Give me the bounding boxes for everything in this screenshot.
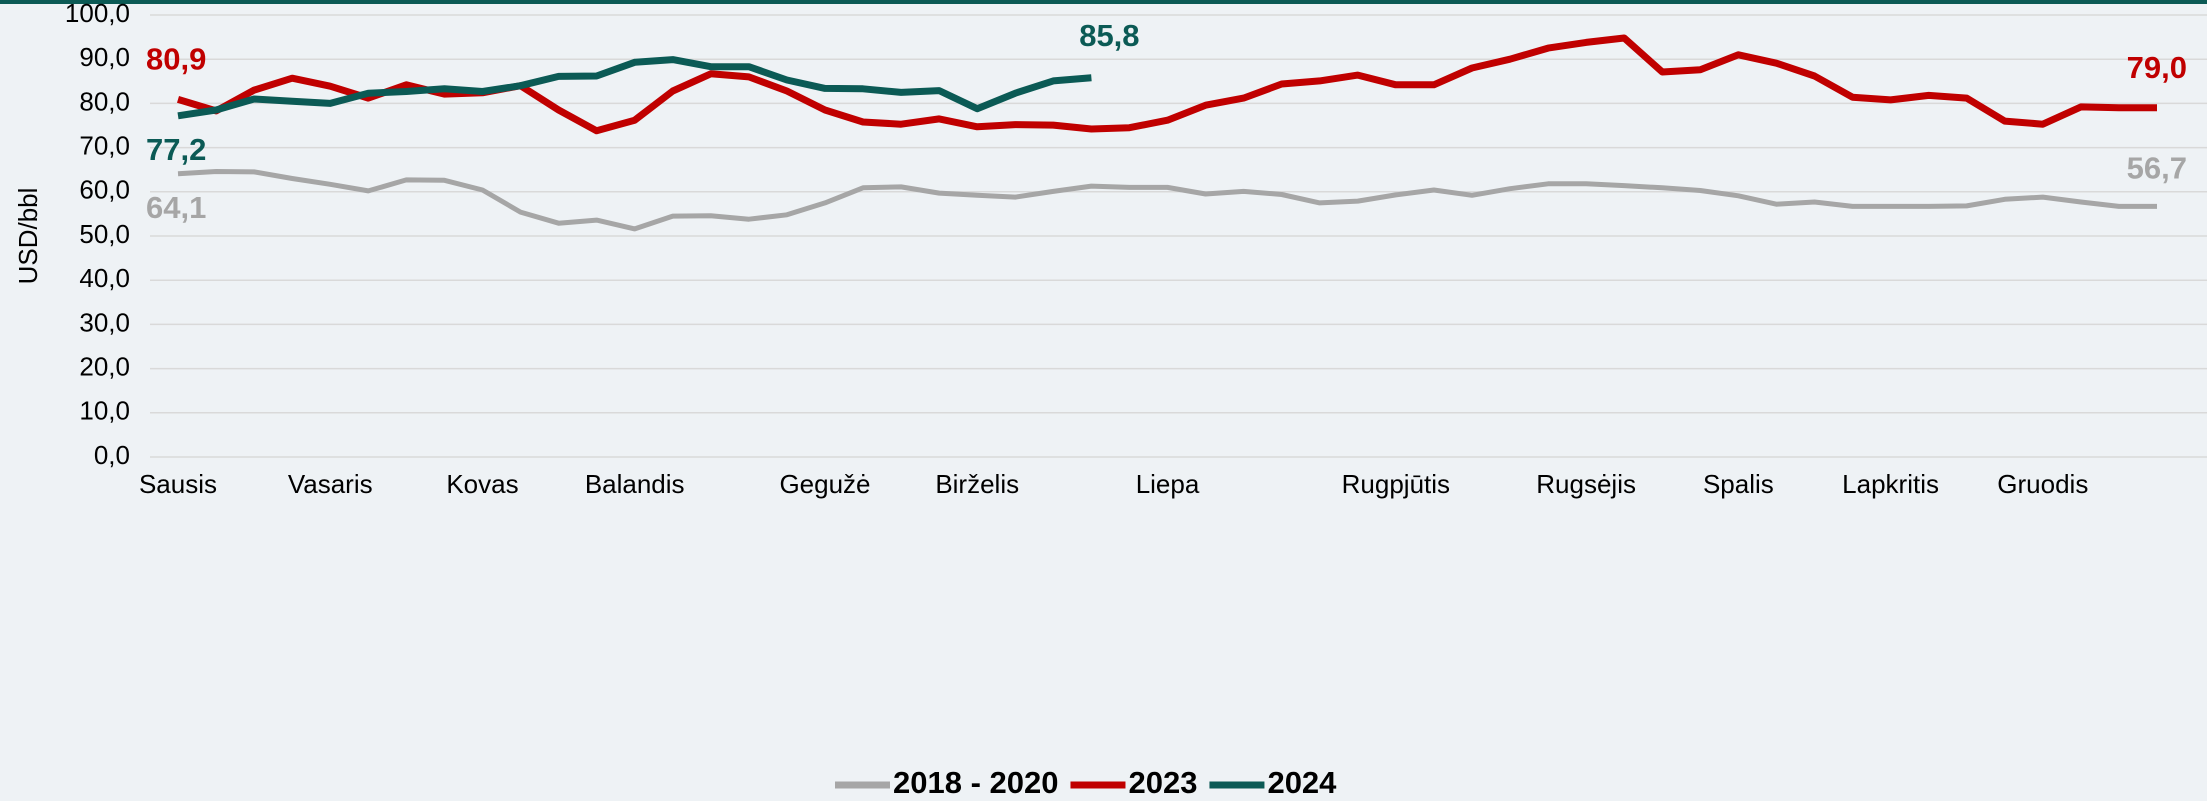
- legend-label: 2023: [1128, 765, 1197, 800]
- x-tick-label: Rugpjūtis: [1342, 469, 1450, 499]
- y-tick-label: 60,0: [79, 175, 130, 205]
- y-tick-label: 70,0: [79, 130, 130, 160]
- top-border: [0, 0, 2207, 4]
- data-label: 80,9: [146, 42, 206, 77]
- data-label: 79,0: [2127, 50, 2187, 85]
- data-label: 64,1: [146, 190, 206, 225]
- y-tick-label: 10,0: [79, 396, 130, 426]
- series-line: [177, 169, 2157, 232]
- x-tick-label: Gruodis: [1997, 469, 2088, 499]
- data-label: 77,2: [146, 132, 206, 167]
- y-tick-label: 80,0: [79, 86, 130, 116]
- series-line: [177, 56, 1092, 120]
- legend-label: 2024: [1267, 765, 1337, 800]
- x-tick-label: Birželis: [935, 469, 1019, 499]
- series-line: [176, 34, 2157, 135]
- y-tick-label: 30,0: [79, 307, 130, 337]
- x-tick-label: Lapkritis: [1842, 469, 1939, 499]
- y-tick-label: 90,0: [79, 42, 130, 72]
- y-tick-label: 0,0: [94, 440, 130, 470]
- x-tick-label: Kovas: [446, 469, 518, 499]
- y-tick-label: 40,0: [79, 263, 130, 293]
- x-tick-label: Balandis: [585, 469, 685, 499]
- y-axis-title: USD/bbl: [13, 188, 43, 285]
- y-tick-label: 20,0: [79, 351, 130, 381]
- y-tick-label: 100,0: [65, 0, 130, 28]
- x-tick-label: Liepa: [1136, 469, 1200, 499]
- data-label: 56,7: [2127, 151, 2187, 186]
- data-label: 85,8: [1079, 18, 1139, 53]
- y-tick-label: 50,0: [79, 219, 130, 249]
- x-tick-label: Rugsėjis: [1536, 469, 1636, 499]
- legend-label: 2018 - 2020: [893, 765, 1058, 800]
- x-tick-label: Spalis: [1703, 469, 1774, 499]
- x-tick-label: Gegužė: [779, 469, 870, 499]
- x-tick-label: Vasaris: [288, 469, 373, 499]
- x-tick-label: Sausis: [139, 469, 217, 499]
